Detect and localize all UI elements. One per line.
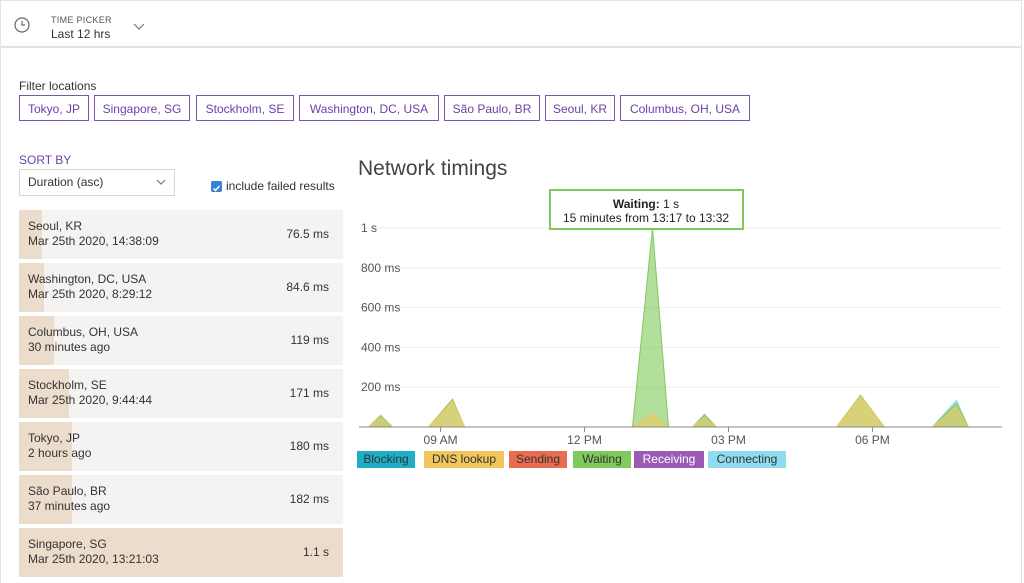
include-failed-checkbox[interactable] (211, 181, 222, 192)
duration-bar (19, 422, 73, 471)
time-picker-value: Last 12 hrs (51, 27, 111, 41)
x-tick-label: 06 PM (855, 433, 890, 447)
result-time: Mar 25th 2020, 13:21:03 (28, 552, 159, 566)
tooltip-title: Waiting: 1 s (613, 197, 679, 211)
result-row[interactable]: Stockholm, SE Mar 25th 2020, 9:44:44 171… (19, 369, 343, 418)
result-row[interactable]: Columbus, OH, USA 30 minutes ago 119 ms (19, 316, 343, 365)
filter-chip-washington[interactable]: Washington, DC, USA (299, 95, 439, 121)
result-location: Seoul, KR (28, 219, 83, 233)
duration-bar (19, 475, 73, 524)
result-duration: 1.1 s (302, 545, 329, 559)
filter-chip-singapore[interactable]: Singapore, SG (94, 95, 190, 121)
series-area-waiting (367, 227, 970, 428)
result-duration: 76.5 ms (286, 227, 329, 241)
chart-tooltip (549, 189, 744, 230)
legend-item-sending[interactable]: Sending (509, 451, 567, 468)
y-tick-label: 200 ms (361, 380, 400, 394)
filter-chip-columbus[interactable]: Columbus, OH, USA (620, 95, 750, 121)
legend-item-dns-lookup[interactable]: DNS lookup (424, 451, 504, 468)
result-row[interactable]: Washington, DC, USA Mar 25th 2020, 8:29:… (19, 263, 343, 312)
checkmark-icon (212, 185, 221, 192)
x-tick-label: 03 PM (711, 433, 746, 447)
duration-bar (19, 263, 44, 312)
result-duration: 84.6 ms (286, 280, 329, 294)
result-time: Mar 25th 2020, 14:38:09 (28, 234, 159, 248)
x-tick-label: 09 AM (424, 433, 458, 447)
duration-bar (19, 369, 70, 418)
y-tick-label: 800 ms (361, 261, 400, 275)
result-row[interactable]: Seoul, KR Mar 25th 2020, 14:38:09 76.5 m… (19, 210, 343, 259)
result-time: 2 hours ago (28, 446, 92, 460)
sort-select[interactable]: Duration (asc) (19, 169, 175, 196)
clock-icon (14, 17, 30, 33)
y-tick-label: 600 ms (361, 301, 400, 315)
filter-chip-seoul[interactable]: Seoul, KR (545, 95, 615, 121)
network-timings-chart[interactable]: 200 ms 400 ms 600 ms 800 ms 1 s 09 AM 12 PM 03 … (355, 186, 1010, 451)
legend-item-receiving[interactable]: Receiving (634, 451, 704, 468)
panel-border-right (1021, 48, 1022, 583)
include-failed-label: include failed results (226, 179, 335, 193)
y-tick-label: 400 ms (361, 340, 400, 354)
x-tick-label: 12 PM (567, 433, 602, 447)
result-location: Tokyo, JP (28, 431, 81, 445)
result-duration: 180 ms (289, 439, 329, 453)
panel-border-left (0, 48, 1, 583)
result-row[interactable]: Singapore, SG Mar 25th 2020, 13:21:03 1.… (19, 528, 343, 577)
filter-chip-tokyo[interactable]: Tokyo, JP (19, 95, 89, 121)
duration-bar (19, 528, 343, 577)
chevron-down-icon[interactable] (132, 21, 146, 31)
result-duration: 182 ms (289, 492, 329, 506)
result-duration: 171 ms (289, 386, 329, 400)
result-row[interactable]: Tokyo, JP 2 hours ago 180 ms (19, 422, 343, 471)
sort-by-title: SORT BY (19, 153, 72, 167)
duration-bar (19, 210, 42, 259)
result-duration: 119 ms (290, 333, 329, 347)
tooltip-detail: 15 minutes from 13:17 to 13:32 (563, 211, 729, 225)
filter-chip-sao-paulo[interactable]: São Paulo, BR (444, 95, 540, 121)
legend-item-waiting[interactable]: Waiting (573, 451, 631, 468)
result-time: Mar 25th 2020, 8:29:12 (28, 287, 153, 301)
result-location: São Paulo, BR (28, 484, 107, 498)
result-time: 37 minutes ago (28, 499, 111, 513)
result-row[interactable]: São Paulo, BR 37 minutes ago 182 ms (19, 475, 343, 524)
result-time: Mar 25th 2020, 9:44:44 (28, 393, 153, 407)
duration-bar (19, 316, 54, 365)
result-time: 30 minutes ago (28, 340, 111, 354)
result-location: Washington, DC, USA (28, 272, 147, 286)
time-picker-bar: TIME PICKER Last 12 hrs (0, 0, 1022, 48)
result-location: Singapore, SG (28, 537, 107, 551)
legend-item-connecting[interactable]: Connecting (708, 451, 786, 468)
sort-selected-value: Duration (asc) (28, 175, 104, 189)
legend-item-blocking[interactable]: Blocking (357, 451, 415, 468)
y-tick-label: 1 s (361, 221, 377, 235)
result-location: Stockholm, SE (28, 378, 107, 392)
time-picker-label: TIME PICKER (51, 15, 112, 25)
filter-locations-title: Filter locations (19, 79, 97, 93)
filter-chip-stockholm[interactable]: Stockholm, SE (196, 95, 294, 121)
result-location: Columbus, OH, USA (28, 325, 139, 339)
chevron-down-icon (156, 179, 166, 185)
chart-title: Network timings (358, 157, 508, 180)
